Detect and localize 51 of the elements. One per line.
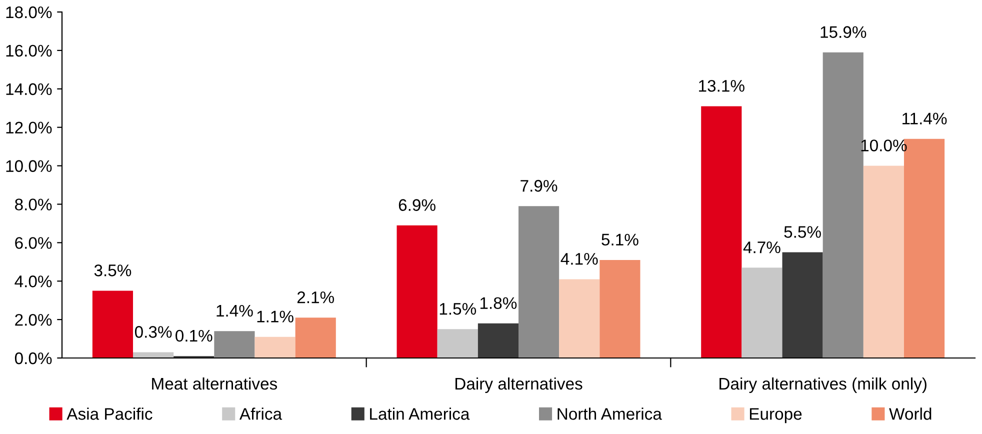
bar [518,206,560,358]
data-label: 4.1% [560,253,598,265]
bar [782,252,823,358]
legend-label: Europe [750,408,802,424]
y-tick-label: 16.0% [6,44,52,57]
y-tick-label: 10.0% [6,160,52,172]
data-label: 4.7% [743,242,780,254]
y-tick-label: 6.0% [15,237,52,249]
bar [478,323,518,358]
data-label: 1.8% [480,297,517,309]
data-label: 0.1% [176,330,212,342]
bar [133,352,174,358]
data-label: 13.1% [699,80,744,92]
x-tick-label: Dairy alternatives (milk only) [720,377,926,393]
y-tick-label: 8.0% [15,198,52,210]
data-label: 1.1% [257,310,294,322]
bar [559,279,600,358]
data-label: 11.4% [902,112,947,124]
bar [396,225,438,358]
bar [92,290,134,358]
data-label: 5.1% [602,234,638,246]
bar [701,106,742,358]
y-tick-label: 0.0% [14,352,52,364]
y-tick-label: 18.0% [6,6,52,18]
legend-label: North America [558,408,662,420]
legend-label: Africa [239,408,282,420]
data-label: 6.9% [398,199,436,211]
data-label: 2.1% [297,291,334,304]
legend-label: World [889,408,932,420]
legend-label: Asia Pacific [66,408,152,420]
data-label: 5.5% [784,226,821,238]
bar [254,336,296,358]
x-tick-label: Meat alternatives [152,377,278,390]
data-label: 7.9% [520,180,558,192]
legend-label: Latin America [370,408,470,420]
bar [600,260,640,358]
bar [214,331,255,358]
data-label: 15.9% [820,26,866,38]
y-tick-label: 4.0% [14,276,52,288]
y-tick-label: 12.0% [6,122,52,134]
bar [437,329,478,358]
data-label: 0.3% [134,326,172,338]
y-tick-label: 2.0% [15,314,52,326]
bar [863,166,904,358]
y-tick-label: 14.0% [6,83,52,96]
data-label: 1.5% [440,303,476,315]
bar [742,268,782,358]
bar [295,318,336,358]
x-tick-label: Dairy alternatives [455,377,582,393]
data-label: 1.4% [216,304,253,317]
data-label: 3.5% [94,264,132,276]
